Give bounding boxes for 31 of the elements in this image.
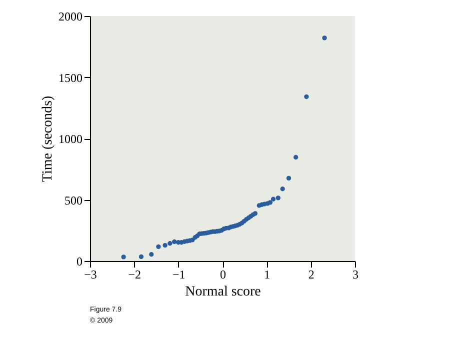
x-tick-label: 1 xyxy=(264,268,270,282)
point xyxy=(190,238,195,242)
x-tick-label: −2 xyxy=(128,268,142,282)
x-tick-label: 3 xyxy=(352,268,358,282)
point xyxy=(252,211,258,216)
y-tick-label: 1000 xyxy=(58,132,82,146)
point xyxy=(172,239,177,244)
x-axis-title: Normal score xyxy=(185,284,261,300)
x-tick-label: 0 xyxy=(220,268,226,282)
point xyxy=(322,36,327,40)
point xyxy=(280,186,285,192)
point xyxy=(293,154,298,160)
y-tick-label: 2000 xyxy=(58,10,82,24)
point xyxy=(276,196,280,200)
point xyxy=(304,94,309,100)
point xyxy=(121,254,126,260)
x-tick-label: −1 xyxy=(172,268,186,282)
point xyxy=(162,242,168,248)
x-tick-label: −3 xyxy=(84,268,97,282)
point xyxy=(268,200,273,205)
x-tick-label: 2 xyxy=(308,268,314,282)
y-tick-label: 0 xyxy=(76,254,82,268)
point xyxy=(156,244,161,250)
y-tick-label: 500 xyxy=(64,193,82,208)
point xyxy=(270,196,276,202)
point xyxy=(286,176,292,181)
y-tick-label: 1500 xyxy=(58,70,82,85)
point xyxy=(168,241,172,246)
point xyxy=(138,254,144,260)
point xyxy=(149,252,154,257)
y-axis-title: Time (seconds) xyxy=(40,96,56,182)
